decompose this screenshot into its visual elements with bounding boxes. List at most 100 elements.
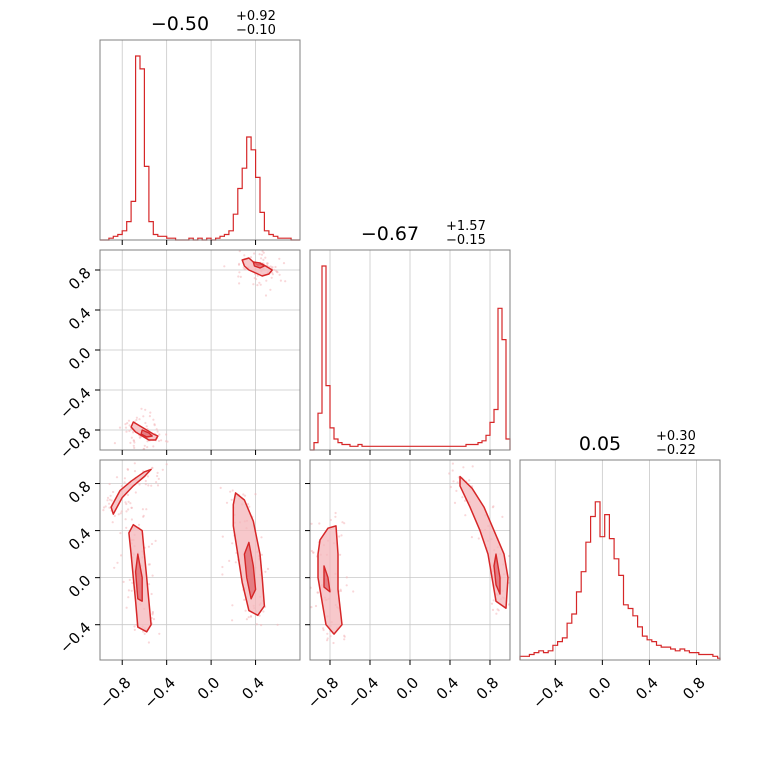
panel-frame [99, 39, 301, 241]
histogram-1 [310, 265, 511, 451]
scatter-point [471, 465, 474, 468]
scatter-point [266, 567, 270, 571]
scatter-point [243, 268, 246, 271]
panel-2-1: −0.8 −0.4 0.0 0.4 0.8 [304, 459, 511, 712]
scatter-point [151, 613, 154, 616]
scatter-point [245, 618, 248, 621]
scatter-point [221, 535, 224, 538]
scatter-point [144, 408, 147, 411]
scatter-point [239, 275, 242, 278]
x-tick-label: −0.4 [344, 674, 382, 712]
scatter-point [146, 440, 149, 443]
scatter-point [254, 493, 257, 496]
scatter-point [249, 615, 252, 618]
scatter-point [152, 418, 155, 421]
scatter-point [230, 498, 233, 501]
scatter-point [106, 496, 110, 499]
scatter-point [243, 254, 246, 257]
scatter-point [124, 423, 127, 426]
scatter-point [148, 563, 151, 566]
scatter-point [316, 591, 320, 594]
title-upper-error: +0.92 [236, 9, 276, 24]
scatter-point [462, 466, 465, 469]
scatter-point [260, 253, 264, 256]
scatter-point [128, 578, 131, 582]
scatter-point [113, 514, 116, 518]
scatter-point [145, 425, 148, 428]
title-median: −0.67 [361, 223, 419, 245]
scatter-point [495, 612, 498, 615]
scatter-point [284, 280, 287, 283]
scatter-point [340, 534, 343, 537]
scatter-point [118, 426, 122, 429]
scatter-point [238, 282, 241, 285]
scatter-point [158, 433, 161, 436]
x-tick-label: 0.0 [194, 674, 224, 704]
density-contour-inner [252, 261, 266, 269]
scatter-point [156, 484, 160, 487]
scatter-point [143, 447, 146, 450]
scatter-point [166, 440, 169, 443]
scatter-point [501, 515, 504, 519]
scatter-point [456, 481, 459, 484]
scatter-point [326, 637, 329, 640]
scatter-point [334, 515, 337, 518]
scatter-point [490, 602, 494, 605]
scatter-point [122, 580, 125, 584]
title-upper-error: +1.57 [446, 219, 486, 234]
scatter-point [155, 428, 158, 431]
scatter-point [147, 583, 151, 586]
scatter-point [326, 632, 329, 635]
scatter-point [140, 407, 143, 410]
density-contour-inner [493, 553, 501, 595]
scatter-point [322, 628, 325, 632]
scatter-point [102, 506, 106, 509]
scatter-point [265, 279, 268, 282]
scatter-point [273, 268, 276, 271]
scatter-point [130, 589, 133, 592]
scatter-point [130, 436, 133, 439]
scatter-point [453, 501, 457, 504]
scatter-point [116, 561, 119, 564]
scatter-point [451, 462, 454, 465]
scatter-point [127, 508, 130, 511]
scatter-point [146, 475, 150, 478]
scatter-point [127, 500, 130, 503]
panel-frame [99, 459, 301, 661]
scatter-point [147, 641, 150, 644]
y-tick-label: 0.8 [65, 264, 95, 294]
scatter-point [147, 484, 150, 487]
scatter-point [144, 483, 147, 486]
panel-1-0: −0.8−0.4 0.0 0.4 0.8 [56, 249, 301, 462]
scatter-point [249, 256, 253, 259]
scatter-point [343, 638, 346, 641]
scatter-point [278, 273, 281, 276]
scatter-point [332, 641, 335, 645]
density-contour-inner [323, 565, 331, 593]
y-tick-label: −0.4 [56, 619, 94, 657]
scatter-point [126, 422, 129, 425]
scatter-point [110, 499, 113, 502]
scatter-point [129, 441, 132, 444]
scatter-point [271, 271, 274, 274]
scatter-point [260, 624, 263, 627]
scatter-point [124, 426, 128, 429]
scatter-point [247, 616, 250, 619]
histogram-0 [100, 55, 300, 241]
scatter-point [279, 279, 282, 282]
scatter-point [143, 632, 146, 636]
scatter-point [135, 418, 138, 422]
scatter-point [345, 584, 348, 587]
scatter-point [130, 506, 133, 509]
density-contour-outer [459, 475, 509, 609]
scatter-point [133, 470, 137, 473]
scatter-point [448, 472, 451, 475]
scatter-point [132, 439, 135, 442]
scatter-point [133, 462, 136, 465]
scatter-point [322, 627, 325, 630]
scatter-point [269, 288, 272, 291]
scatter-point [138, 436, 141, 439]
scatter-point [238, 250, 241, 253]
scatter-point [231, 604, 234, 607]
density-contour-inner [134, 553, 143, 602]
